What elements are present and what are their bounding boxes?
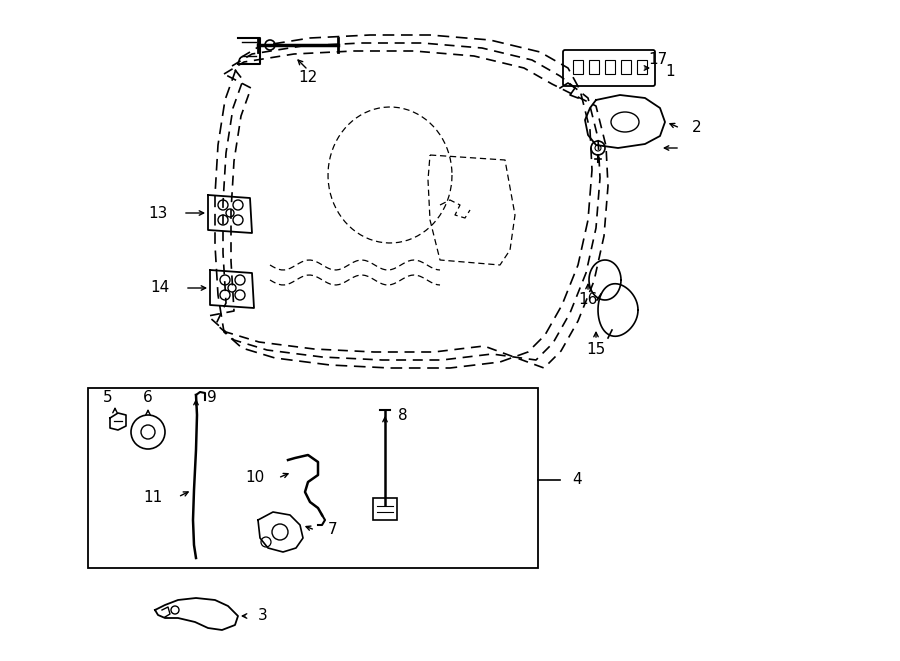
Text: 4: 4 bbox=[572, 473, 581, 488]
Circle shape bbox=[218, 215, 228, 225]
Bar bbox=[621, 60, 631, 74]
FancyBboxPatch shape bbox=[563, 50, 655, 86]
Bar bbox=[589, 60, 599, 74]
Text: 7: 7 bbox=[328, 522, 338, 537]
Text: 1: 1 bbox=[665, 65, 675, 79]
Bar bbox=[573, 60, 583, 74]
Text: 17: 17 bbox=[648, 52, 668, 67]
Circle shape bbox=[233, 215, 243, 225]
Circle shape bbox=[218, 200, 228, 210]
Text: 9: 9 bbox=[207, 391, 217, 405]
Text: 10: 10 bbox=[246, 471, 265, 485]
Ellipse shape bbox=[611, 112, 639, 132]
Text: 14: 14 bbox=[151, 280, 170, 295]
Circle shape bbox=[235, 290, 245, 300]
Circle shape bbox=[261, 537, 271, 547]
Text: 6: 6 bbox=[143, 391, 153, 405]
Circle shape bbox=[220, 275, 230, 285]
Bar bbox=[373, 498, 397, 520]
Text: 3: 3 bbox=[258, 609, 268, 623]
Circle shape bbox=[272, 524, 288, 540]
Circle shape bbox=[265, 40, 275, 50]
Text: 12: 12 bbox=[299, 71, 318, 85]
Text: 13: 13 bbox=[148, 206, 168, 221]
Circle shape bbox=[235, 275, 245, 285]
Text: 16: 16 bbox=[579, 293, 598, 307]
Circle shape bbox=[228, 284, 236, 292]
Bar bbox=[637, 60, 647, 74]
Bar bbox=[88, 388, 538, 568]
Text: 8: 8 bbox=[398, 407, 408, 422]
Text: 5: 5 bbox=[104, 389, 112, 405]
Circle shape bbox=[131, 415, 165, 449]
Circle shape bbox=[171, 606, 179, 614]
Text: 15: 15 bbox=[587, 342, 606, 358]
Circle shape bbox=[141, 425, 155, 439]
Circle shape bbox=[220, 290, 230, 300]
Bar bbox=[605, 60, 615, 74]
Circle shape bbox=[595, 145, 601, 151]
Circle shape bbox=[226, 209, 234, 217]
Text: 11: 11 bbox=[144, 490, 163, 504]
Circle shape bbox=[233, 200, 243, 210]
Text: 2: 2 bbox=[692, 120, 702, 136]
Circle shape bbox=[591, 141, 605, 155]
